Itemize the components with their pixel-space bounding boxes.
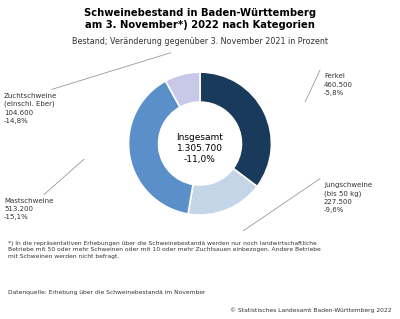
Text: *) In die repräsentativen Erhebungen über die Schweinebestandä werden nur noch l: *) In die repräsentativen Erhebungen übe… (8, 241, 321, 259)
Wedge shape (128, 81, 193, 214)
Wedge shape (200, 72, 272, 187)
Wedge shape (188, 168, 257, 215)
Text: -11,0%: -11,0% (184, 155, 216, 164)
Text: Jungschweine
(bis 50 kg)
227.500
-9,6%: Jungschweine (bis 50 kg) 227.500 -9,6% (324, 182, 372, 213)
Text: 1.305.700: 1.305.700 (177, 144, 223, 153)
Text: Ferkel
460.500
-5,8%: Ferkel 460.500 -5,8% (324, 73, 353, 96)
Text: © Statistisches Landesamt Baden-Württemberg 2022: © Statistisches Landesamt Baden-Württemb… (230, 307, 392, 313)
Wedge shape (166, 72, 200, 107)
Text: Zuchtschweine
(einschl. Eber)
104.600
-14,8%: Zuchtschweine (einschl. Eber) 104.600 -1… (4, 93, 57, 124)
Text: Mastschweine
513.200
-15,1%: Mastschweine 513.200 -15,1% (4, 198, 53, 220)
Text: Insgesamt: Insgesamt (176, 133, 224, 142)
Text: Bestand; Veränderung gegenüber 3. November 2021 in Prozent: Bestand; Veränderung gegenüber 3. Novemb… (72, 37, 328, 46)
Text: Schweinebestand in Baden-Württemberg
am 3. November*) 2022 nach Kategorien: Schweinebestand in Baden-Württemberg am … (84, 8, 316, 30)
Text: Datenquelle: Erhebung über die Schweinebestandä im November: Datenquelle: Erhebung über die Schweineb… (8, 290, 206, 295)
